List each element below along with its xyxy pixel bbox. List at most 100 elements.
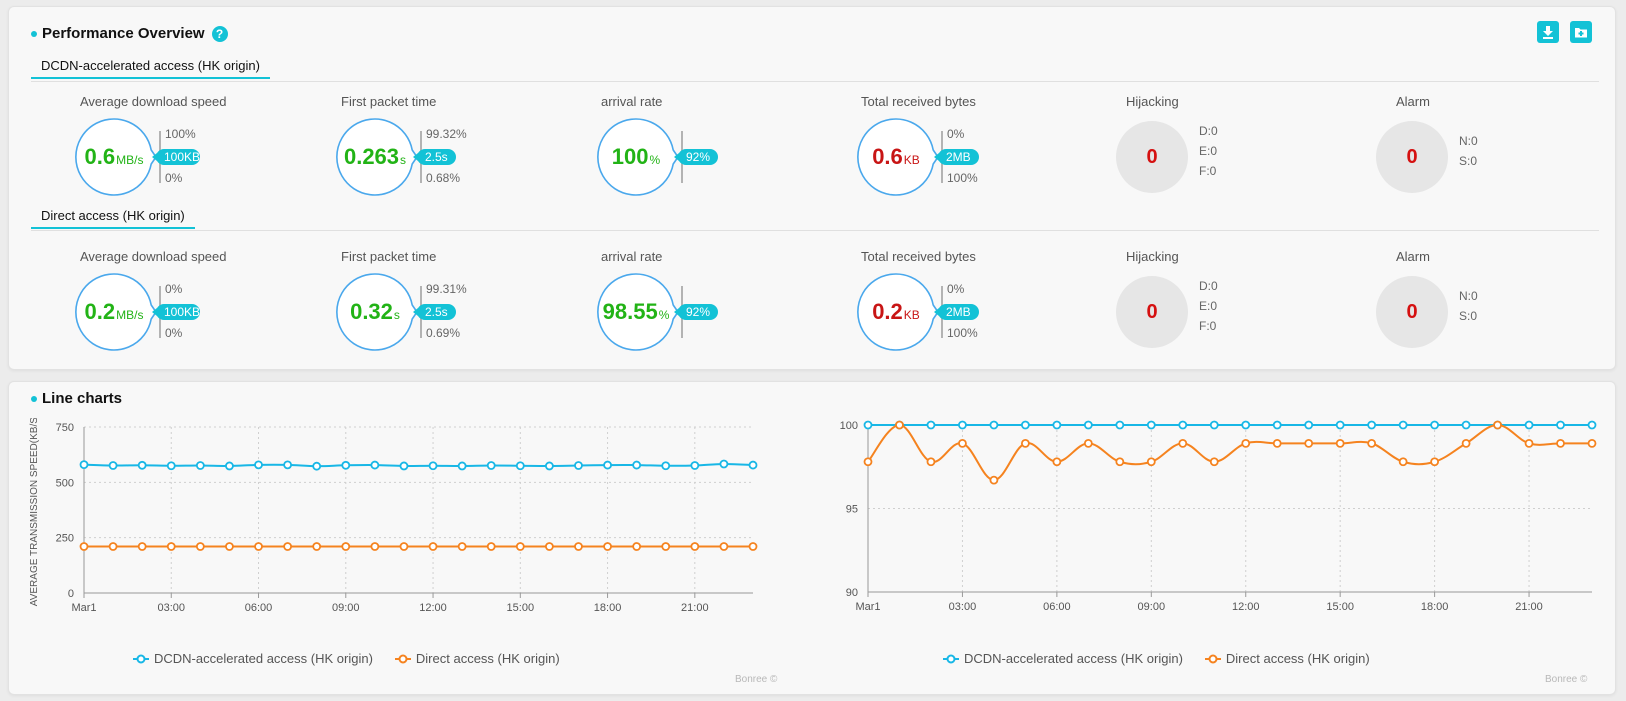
x-tick-label: 18:00 xyxy=(594,602,622,614)
gauge-number: 0.32 xyxy=(350,299,393,324)
bytes-gauge: 0.6 KB 0% 100% 2MB xyxy=(856,117,996,197)
data-point xyxy=(1304,420,1314,430)
x-tick-label: 12:00 xyxy=(1232,601,1260,613)
fpt-gauge: 0.263 s 99.32% 0.68% 2.5s xyxy=(335,117,475,197)
arrival-label: arrival rate xyxy=(601,249,663,264)
data-point xyxy=(341,460,351,470)
data-point xyxy=(1398,420,1408,430)
data-point xyxy=(1304,438,1314,448)
data-point xyxy=(79,542,89,551)
data-point xyxy=(603,542,612,551)
legend-line-icon xyxy=(1204,654,1221,663)
data-point xyxy=(863,420,873,430)
legend-item-dcdn[interactable]: DCDN-accelerated access (HK origin) xyxy=(133,651,373,666)
data-point xyxy=(428,542,438,551)
download-icon xyxy=(1543,26,1553,39)
x-tick-label: Mar1 xyxy=(71,602,96,614)
data-point xyxy=(926,457,936,467)
x-tick-label: Mar1 xyxy=(855,601,880,613)
y-tick-label: 250 xyxy=(56,533,74,545)
data-point xyxy=(1115,420,1125,430)
data-point xyxy=(515,542,525,551)
tab-direct-access[interactable]: Direct access (HK origin) xyxy=(31,205,195,229)
data-point xyxy=(312,461,322,471)
hijacking-breakdown-item: E:0 xyxy=(1199,299,1218,313)
y-tick-label: 95 xyxy=(846,504,858,516)
data-point xyxy=(1209,420,1219,430)
threshold-badge: 92% xyxy=(678,304,719,320)
legend-item-direct[interactable]: Direct access (HK origin) xyxy=(394,651,560,666)
hijacking-label: Hijacking xyxy=(1126,249,1179,264)
fpt-value: 0.263 s xyxy=(335,117,415,197)
performance-overview-title: Performance Overview ? xyxy=(31,25,228,42)
threshold-badge: 92% xyxy=(678,149,719,165)
speed-chart-legend: DCDN-accelerated access (HK origin) Dire… xyxy=(133,651,582,666)
data-point xyxy=(1178,438,1188,448)
x-tick-label: 06:00 xyxy=(1043,601,1071,613)
data-point xyxy=(195,542,205,551)
data-point xyxy=(632,460,642,470)
gauge-ring-icon xyxy=(336,273,418,351)
bytes-value: 0.6 KB xyxy=(856,117,936,197)
gauge-number: 100 xyxy=(611,144,649,169)
series-line-dcdn xyxy=(83,462,754,468)
alarm-stat: 0 N:0 S:0 xyxy=(1376,272,1526,352)
legend-line-icon xyxy=(943,654,959,663)
gauge-lower-percent: 100% xyxy=(947,326,978,340)
save-folder-button[interactable] xyxy=(1570,21,1592,43)
data-point xyxy=(457,461,467,471)
data-point xyxy=(1367,420,1377,430)
threshold-badge: 2.5s xyxy=(417,304,456,320)
data-point xyxy=(1367,438,1377,448)
arrival-value: 98.55% xyxy=(596,272,676,352)
threshold-pointer-icon xyxy=(674,308,679,316)
data-point xyxy=(1524,438,1534,448)
hijacking-breakdown-item: D:0 xyxy=(1199,279,1218,293)
gauge-upper-percent: 0% xyxy=(165,282,183,296)
legend-label: Direct access (HK origin) xyxy=(415,651,560,666)
gauge-lower-percent: 0.68% xyxy=(426,171,461,185)
alarm-label: Alarm xyxy=(1396,94,1430,109)
hijacking-breakdown: D:0 E:0 F:0 xyxy=(1199,121,1218,181)
help-icon[interactable]: ? xyxy=(211,25,228,42)
hijacking-stat: 0 D:0 E:0 F:0 xyxy=(1116,117,1266,197)
x-tick-label: 03:00 xyxy=(157,602,185,614)
tab-dcdn-accelerated[interactable]: DCDN-accelerated access (HK origin) xyxy=(31,55,270,79)
x-tick-label: 03:00 xyxy=(949,601,977,613)
threshold-badge: 2MB xyxy=(938,149,979,165)
speed-gauge: 0.2 MB/s 0% 0% 100KB xyxy=(74,272,214,352)
legend-item-direct[interactable]: Direct access (HK origin) xyxy=(1204,651,1370,666)
hijacking-count: 0 xyxy=(1116,121,1188,193)
data-point xyxy=(863,457,873,467)
bytes-value: 0.2 KB xyxy=(856,272,936,352)
gauge-ring-icon xyxy=(75,118,157,196)
x-tick-label: 21:00 xyxy=(681,602,709,614)
data-point xyxy=(108,542,118,551)
gauge-unit: % xyxy=(658,308,670,322)
fpt-label: First packet time xyxy=(341,249,437,264)
gauge-upper-percent: 100% xyxy=(165,127,196,141)
gauge-upper-percent: 0% xyxy=(947,127,965,141)
line-charts-title-text: Line charts xyxy=(42,390,123,407)
data-point xyxy=(989,420,999,430)
data-point xyxy=(1020,438,1030,448)
threshold-badge: 2MB xyxy=(938,304,979,320)
data-point xyxy=(895,420,904,430)
watermark: Bonree © xyxy=(735,674,778,685)
threshold-pointer-icon xyxy=(674,153,679,161)
gauge-number: 0.2 xyxy=(84,299,116,324)
data-point xyxy=(428,461,438,471)
gauge-upper-percent: 99.31% xyxy=(426,282,467,296)
data-point xyxy=(254,542,263,551)
legend-label: DCDN-accelerated access (HK origin) xyxy=(154,651,373,666)
data-point xyxy=(1398,457,1408,467)
data-point xyxy=(574,461,583,470)
legend-item-dcdn[interactable]: DCDN-accelerated access (HK origin) xyxy=(943,651,1183,666)
gauge-number: 0.6 xyxy=(84,144,116,169)
alarm-count: 0 xyxy=(1376,276,1448,348)
hijacking-breakdown-item: E:0 xyxy=(1199,144,1218,158)
data-point xyxy=(544,461,554,471)
download-button[interactable] xyxy=(1537,21,1559,43)
data-point xyxy=(1430,420,1440,430)
speed-gauge: 0.6 MB/s 100% 0% 100KB xyxy=(74,117,214,197)
